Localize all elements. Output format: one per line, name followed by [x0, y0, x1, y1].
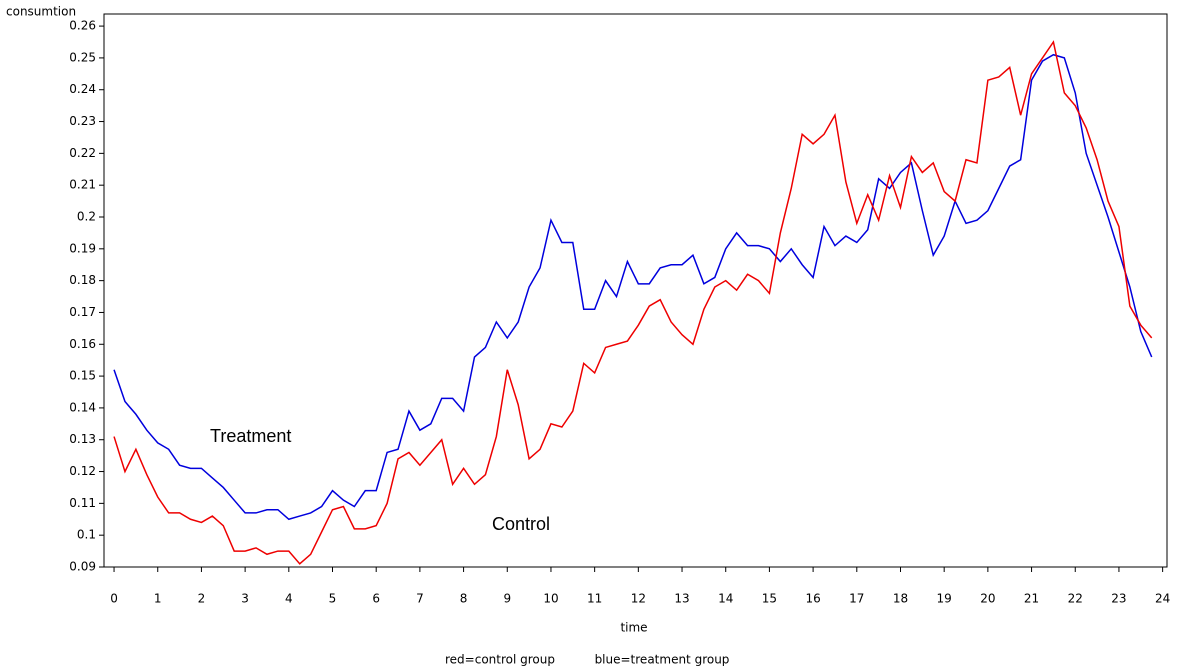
x-tick-label: 17 — [849, 592, 864, 606]
x-axis-label: time — [620, 621, 647, 635]
x-tick-label: 9 — [503, 592, 511, 606]
y-tick-label: 0.26 — [69, 19, 96, 33]
y-tick-label: 0.17 — [69, 305, 96, 319]
y-tick-label: 0.15 — [69, 369, 96, 383]
y-tick-label: 0.09 — [69, 560, 96, 574]
x-tick-label: 21 — [1024, 592, 1039, 606]
x-tick-label: 24 — [1155, 592, 1170, 606]
y-tick-label: 0.22 — [69, 146, 96, 160]
y-tick-label: 0.1 — [77, 528, 96, 542]
x-tick-label: 3 — [241, 592, 249, 606]
y-tick-label: 0.24 — [69, 82, 96, 96]
x-tick-label: 23 — [1111, 592, 1126, 606]
series-line — [113, 40, 1153, 565]
x-tick-label: 4 — [285, 592, 293, 606]
y-tick-label: 0.14 — [69, 400, 96, 414]
y-tick-label: 0.23 — [69, 114, 96, 128]
x-tick-label: 7 — [416, 592, 424, 606]
x-tick-label: 20 — [980, 592, 995, 606]
y-tick-label: 0.2 — [77, 210, 96, 224]
y-axis-label: consumtion — [6, 5, 76, 19]
annotation: Treatment — [210, 426, 291, 446]
y-tick-label: 0.21 — [69, 178, 96, 192]
x-tick-label: 15 — [762, 592, 777, 606]
x-tick-label: 8 — [460, 592, 468, 606]
y-tick-label: 0.25 — [69, 50, 96, 64]
footnote: blue=treatment group — [595, 653, 730, 667]
x-tick-label: 11 — [587, 592, 602, 606]
x-tick-label: 18 — [893, 592, 908, 606]
y-tick-label: 0.12 — [69, 464, 96, 478]
annotation: Control — [492, 514, 550, 534]
x-tick-label: 19 — [937, 592, 952, 606]
x-tick-label: 12 — [631, 592, 646, 606]
x-tick-label: 10 — [543, 592, 558, 606]
y-tick-label: 0.18 — [69, 273, 96, 287]
plot-frame — [103, 13, 1168, 568]
footnote: red=control group — [445, 653, 555, 667]
x-tick-label: 6 — [372, 592, 380, 606]
y-tick-label: 0.16 — [69, 337, 96, 351]
y-tick-label: 0.11 — [69, 496, 96, 510]
x-tick-label: 22 — [1068, 592, 1083, 606]
x-tick-label: 2 — [198, 592, 206, 606]
y-tick-label: 0.19 — [69, 241, 96, 255]
x-tick-label: 5 — [329, 592, 337, 606]
x-tick-label: 0 — [110, 592, 118, 606]
series-line — [113, 53, 1153, 521]
x-tick-label: 1 — [154, 592, 162, 606]
x-tick-label: 14 — [718, 592, 733, 606]
x-tick-label: 13 — [674, 592, 689, 606]
y-tick-label: 0.13 — [69, 432, 96, 446]
x-tick-label: 16 — [805, 592, 820, 606]
